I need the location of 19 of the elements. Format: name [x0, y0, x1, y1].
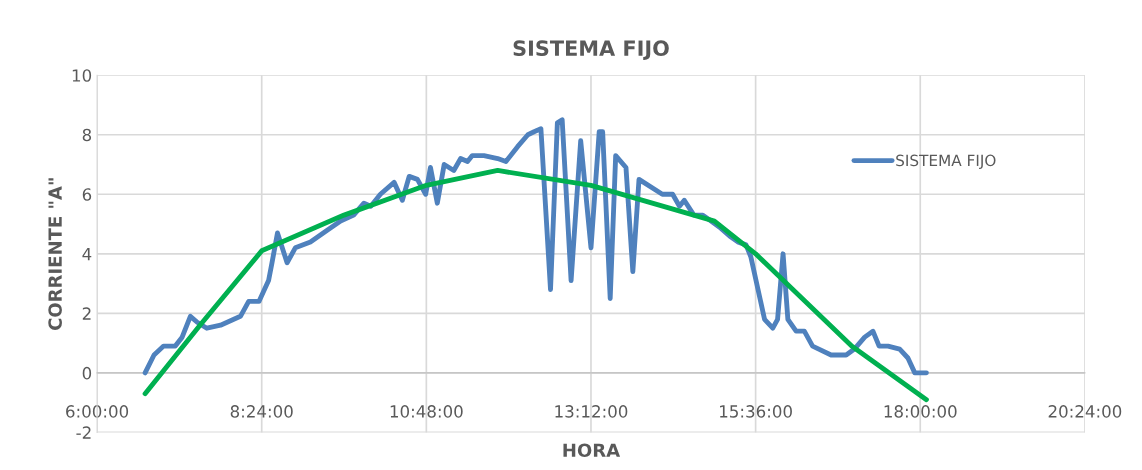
x-tick-label: 8:24:00 — [230, 405, 293, 418]
x-tick-label: 15:36:00 — [720, 405, 792, 418]
y-tick-label: 2 — [82, 307, 91, 320]
y-tick-label: 6 — [82, 188, 92, 201]
x-tick-label: 20:24:00 — [1048, 405, 1122, 418]
x-tick-label: 6:00:00 — [66, 405, 129, 418]
y-tick-label: 8 — [82, 128, 92, 142]
legend-label: SISTEMA FIJO — [896, 154, 996, 169]
y-tick-label: 0 — [82, 366, 92, 380]
line-series — [142, 168, 929, 403]
chart-title: SISTEMA FIJO — [513, 40, 669, 60]
x-tick-label: 18:00:00 — [884, 405, 957, 418]
y-tick-label: 10 — [72, 69, 92, 82]
x-tick-label: 13:12:00 — [555, 405, 628, 418]
y-tick-label: 4 — [82, 247, 92, 261]
x-tick-label: 10:48:00 — [390, 405, 463, 418]
y-axis-title: CORRIENTE "A" — [48, 178, 62, 331]
x-axis-title: HORA — [563, 443, 621, 458]
y-tick-label: -2 — [76, 426, 91, 439]
